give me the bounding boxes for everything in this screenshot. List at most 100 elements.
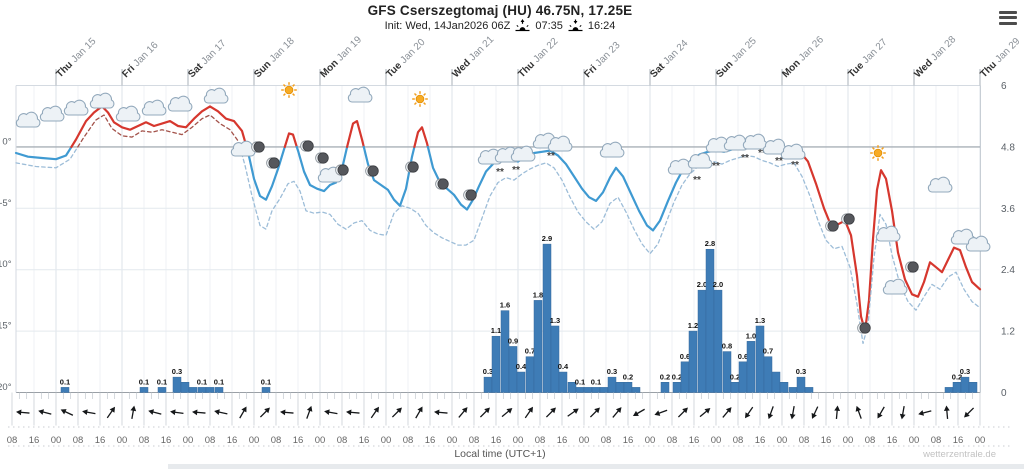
precip-label: 0.4 <box>558 362 569 371</box>
moon-icon <box>365 165 379 177</box>
wind-arrow <box>479 407 490 418</box>
hour-label: 00 <box>843 435 854 446</box>
hour-label: 08 <box>535 435 546 446</box>
svg-text:**: ** <box>741 153 749 164</box>
wind-arrow <box>324 409 338 416</box>
hour-label: 08 <box>73 435 84 446</box>
precip-label: 0.7 <box>763 347 773 356</box>
cloud-icon <box>742 133 768 150</box>
precip-label: 0.1 <box>575 377 585 386</box>
wind-arrow <box>744 406 754 419</box>
precip-bar <box>738 361 748 393</box>
day-label: ThuJan 15 <box>54 36 98 80</box>
precip-bar <box>607 376 617 393</box>
precip-bar <box>214 387 224 393</box>
wind-arrow <box>877 406 885 419</box>
hour-label: 16 <box>425 435 436 446</box>
moon-icon <box>251 141 265 153</box>
hour-label: 16 <box>293 435 304 446</box>
hour-label: 08 <box>931 435 942 446</box>
precip-label: 0.2 <box>660 372 670 381</box>
x-axis-title: Local time (UTC+1) <box>454 448 546 460</box>
snow-icon: ** <box>512 165 520 176</box>
cloud-icon <box>167 95 193 112</box>
precip-bar <box>631 387 641 393</box>
hour-label: 00 <box>315 435 326 446</box>
wind-arrow <box>789 405 796 420</box>
day-label: MonJan 19 <box>318 34 364 80</box>
dewpoint-line <box>77 114 241 148</box>
day-label: SunJan 18 <box>252 35 297 80</box>
hour-label: 16 <box>557 435 568 446</box>
moon-icon <box>463 189 477 201</box>
precip-label: 2.0 <box>697 280 707 289</box>
dewpoint-line <box>239 146 981 345</box>
precip-label: 0.3 <box>796 367 806 376</box>
precip-bar <box>533 300 543 393</box>
wind-arrow <box>589 407 600 418</box>
cloud-icon <box>927 176 953 193</box>
cloud-icon <box>667 158 693 175</box>
svg-text:**: ** <box>791 160 799 171</box>
wind-arrow <box>192 409 206 416</box>
precip-label: 0.6 <box>680 352 690 361</box>
right-axis-tick: 3.6 <box>1001 204 1015 215</box>
svg-text:**: ** <box>512 165 520 176</box>
temperature-2m-line <box>245 145 286 201</box>
wind-arrow <box>60 409 74 416</box>
precip-bar <box>491 335 501 393</box>
hour-label: 16 <box>227 435 238 446</box>
precip-bar <box>746 341 756 393</box>
left-axis-tick: -10° <box>0 259 12 270</box>
snow-icon: ** <box>496 167 504 178</box>
precip-bar <box>755 325 765 393</box>
hamburger-menu-icon[interactable] <box>999 8 1017 27</box>
precip-bar <box>205 387 215 393</box>
left-axis-tick: -20° <box>0 382 12 393</box>
precip-label: 0.1 <box>197 377 207 386</box>
hour-label: 00 <box>51 435 62 446</box>
moon-icon <box>405 161 419 173</box>
precip-bar <box>60 387 70 393</box>
hour-label: 00 <box>183 435 194 446</box>
precip-label: 0.1 <box>261 377 271 386</box>
svg-text:**: ** <box>775 156 783 167</box>
day-label: ThuJan 29 <box>978 36 1022 80</box>
wind-arrow <box>654 409 668 416</box>
moon-icon <box>266 157 280 169</box>
hour-label: 16 <box>689 435 700 446</box>
wind-arrow <box>306 405 313 419</box>
right-axis-tick: 6 <box>1001 81 1007 92</box>
wind-arrow <box>148 409 162 415</box>
cloud-icon <box>510 145 536 162</box>
precip-label: 0.2 <box>730 372 740 381</box>
wind-arrow <box>370 406 380 419</box>
bottom-strip <box>168 464 1024 469</box>
precip-label: 1.1 <box>491 326 501 335</box>
wind-arrow <box>918 410 932 416</box>
svg-text:**: ** <box>496 167 504 178</box>
precip-label: 0.1 <box>591 377 601 386</box>
hour-label: 08 <box>337 435 348 446</box>
precip-bar <box>500 310 510 393</box>
wind-arrow <box>501 408 513 418</box>
precip-bar <box>680 361 690 393</box>
hour-label: 16 <box>887 435 898 446</box>
hour-label: 08 <box>469 435 480 446</box>
moon-icon <box>335 164 349 176</box>
hour-label: 08 <box>601 435 612 446</box>
cloud-icon <box>347 86 373 103</box>
day-label: FriJan 23 <box>582 40 622 80</box>
day-label: ThuJan 22 <box>516 36 560 80</box>
precip-label: 1.2 <box>688 321 698 330</box>
snow-icon: ** <box>775 156 783 167</box>
precip-label: 1.8 <box>533 290 543 299</box>
precip-label: 0.1 <box>139 377 149 386</box>
wind-arrow <box>106 406 116 419</box>
precip-label: 0.3 <box>172 367 182 376</box>
precip-bar <box>788 387 798 393</box>
precip-bar <box>525 356 535 393</box>
cloud-icon <box>230 140 256 157</box>
